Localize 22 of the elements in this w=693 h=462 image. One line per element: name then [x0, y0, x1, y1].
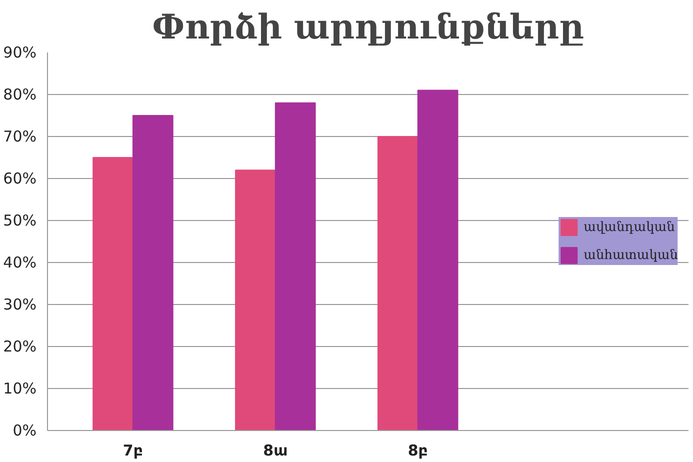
legend-label: ավանդական	[584, 220, 675, 234]
y-tick-label: 50%	[3, 212, 37, 230]
bar	[235, 170, 276, 430]
bar	[132, 115, 174, 430]
bar	[377, 136, 418, 430]
x-tick-label: 8բ	[408, 442, 428, 460]
y-tick-label: 30%	[3, 296, 37, 314]
bar	[92, 157, 134, 430]
y-tick-label: 70%	[3, 128, 37, 146]
legend-label: անհատական	[584, 248, 678, 262]
x-tick-label: 8ա	[263, 442, 288, 460]
bar	[417, 90, 458, 430]
y-tick-label: 80%	[3, 86, 37, 104]
y-tick-label: 90%	[3, 44, 37, 62]
chart-title: Փորձի արդյունքները	[152, 8, 584, 48]
y-tick-label: 10%	[3, 380, 37, 398]
y-tick-label: 40%	[3, 254, 37, 272]
bar	[274, 102, 316, 430]
y-tick-label: 20%	[3, 338, 37, 356]
y-tick-label: 60%	[3, 170, 37, 188]
y-tick-label: 0%	[12, 422, 36, 440]
x-tick-label: 7բ	[122, 442, 143, 460]
